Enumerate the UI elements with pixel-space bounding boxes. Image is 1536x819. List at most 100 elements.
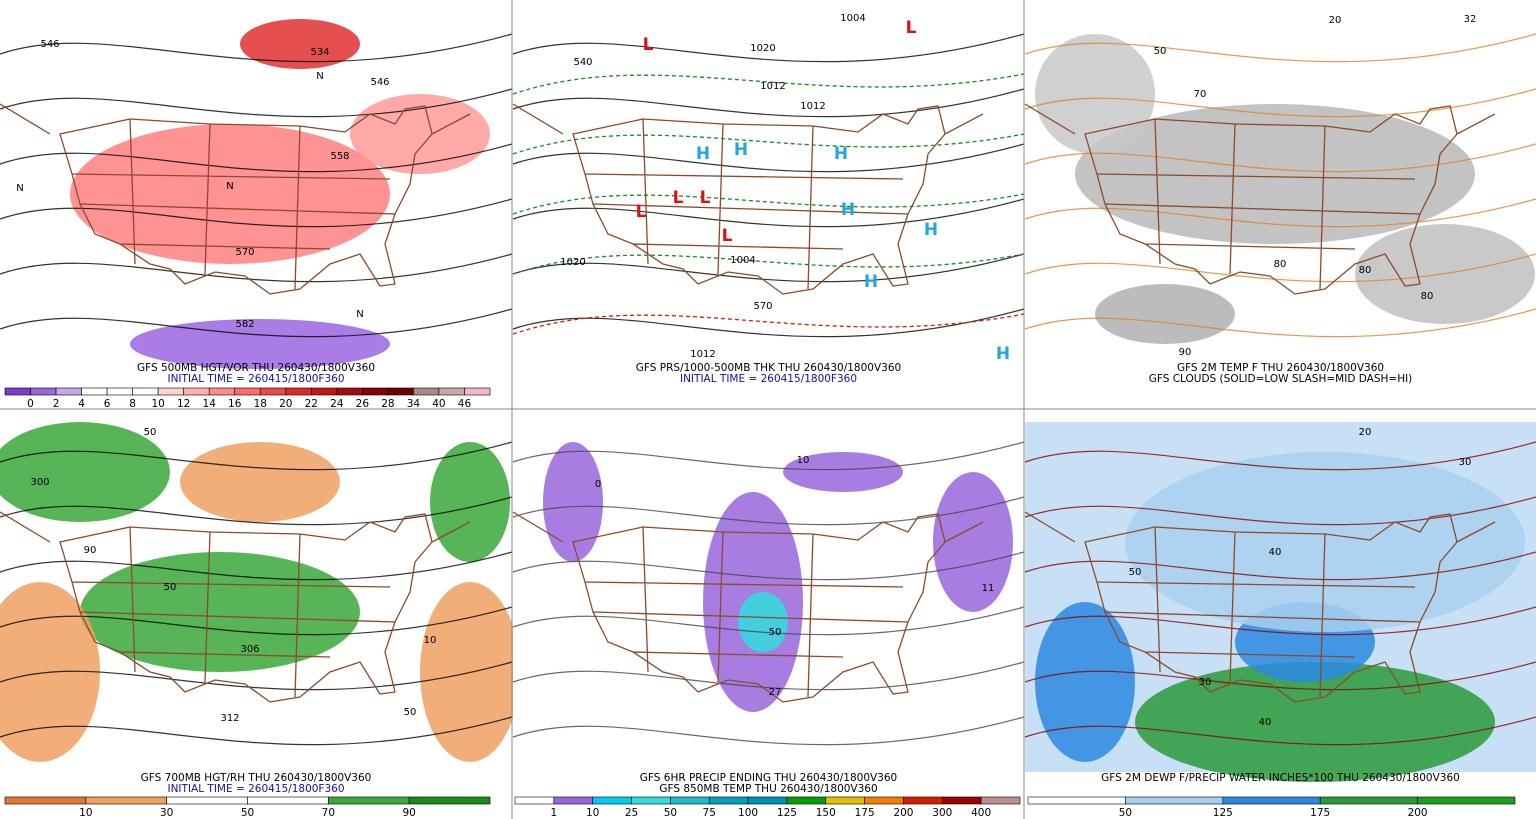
colorbar-label: 30 bbox=[160, 807, 173, 819]
shaded-area bbox=[1035, 34, 1155, 154]
colorbar-label: 175 bbox=[1310, 807, 1330, 819]
map-label: 80 bbox=[1359, 265, 1372, 276]
colorbar-box bbox=[157, 387, 184, 396]
map-background bbox=[513, 14, 1024, 362]
shaded-area bbox=[1135, 662, 1495, 782]
caption: GFS 2M TEMP F THU 260430/1800V360 bbox=[1177, 362, 1384, 374]
map-panel: 50 50 90 300 306 312 10 50 GFS 700MB HGT/RH THU … bbox=[0, 422, 520, 819]
map-label: L bbox=[906, 18, 917, 38]
map-label: 50 bbox=[404, 707, 417, 718]
map-label: 1012 bbox=[800, 101, 825, 112]
map-label: L bbox=[643, 35, 654, 55]
map-label: 20 bbox=[1359, 427, 1372, 438]
colorbar-box bbox=[1222, 796, 1321, 805]
map-label: 582 bbox=[235, 319, 254, 330]
colorbar-label: 34 bbox=[407, 398, 421, 410]
shaded-area bbox=[1095, 284, 1235, 344]
colorbar-box bbox=[464, 387, 491, 396]
colorbar-box bbox=[592, 796, 632, 805]
caption: INITIAL TIME = 260415/1800F360 bbox=[167, 373, 344, 385]
map-label: 534 bbox=[310, 47, 329, 58]
map-label: 50 bbox=[164, 582, 177, 593]
map-label: 1020 bbox=[560, 257, 585, 268]
colorbar-label: 100 bbox=[738, 807, 758, 819]
colorbar-label: 1 bbox=[551, 807, 558, 819]
contour-line bbox=[0, 496, 513, 526]
map-label: H bbox=[864, 272, 878, 292]
shaded-area bbox=[80, 552, 360, 672]
colorbar-box bbox=[747, 796, 788, 805]
shaded-area bbox=[240, 19, 360, 69]
map-label: N bbox=[316, 71, 323, 82]
contour-line bbox=[1024, 33, 1536, 63]
shaded-area bbox=[130, 319, 390, 369]
map-label: 90 bbox=[1179, 347, 1192, 358]
map-label: 40 bbox=[1269, 547, 1282, 558]
map-label: 306 bbox=[240, 644, 259, 655]
colorbar-box bbox=[438, 387, 465, 396]
colorbar-box bbox=[553, 796, 593, 805]
colorbar-box bbox=[81, 387, 108, 396]
map-label: L bbox=[700, 188, 711, 208]
colorbar-box bbox=[234, 387, 261, 396]
map-label: 300 bbox=[30, 477, 49, 488]
colorbar-box bbox=[285, 387, 312, 396]
map-label: N bbox=[356, 309, 363, 320]
caption: GFS PRS/1000-500MB THK THU 260430/1800V3… bbox=[636, 362, 901, 374]
thickness-line bbox=[512, 193, 1025, 215]
map-label: 1012 bbox=[690, 349, 715, 360]
colorbar-label: 75 bbox=[703, 807, 716, 819]
contour-line bbox=[1024, 308, 1536, 338]
colorbar-label: 200 bbox=[1408, 807, 1428, 819]
colorbar-box bbox=[1417, 796, 1516, 805]
colorbar-label: 10 bbox=[586, 807, 599, 819]
colorbar-label: 2 bbox=[53, 398, 60, 410]
contour-line bbox=[0, 441, 513, 471]
colorbar-box bbox=[259, 387, 287, 396]
colorbar-label: 16 bbox=[228, 398, 242, 410]
colorbar-box bbox=[183, 387, 210, 396]
contour-line bbox=[512, 716, 1025, 746]
shaded-area bbox=[1035, 602, 1135, 762]
colorbar-label: 46 bbox=[458, 398, 472, 410]
map-label: 70 bbox=[1194, 89, 1207, 100]
colorbar-box bbox=[413, 387, 440, 396]
colorbar-box bbox=[1125, 796, 1224, 805]
map-label: 20 bbox=[1329, 15, 1342, 26]
map-panel: 546 534 546 558 570 582 N N N N GFS 500MB HGT/VOR … bbox=[0, 14, 513, 410]
shaded-area bbox=[180, 442, 340, 522]
caption: INITIAL TIME = 260415/1800F360 bbox=[680, 373, 857, 385]
colorbar-box bbox=[903, 796, 943, 805]
map-label: 10 bbox=[797, 455, 810, 466]
map-label: 312 bbox=[220, 713, 239, 724]
contour-line bbox=[512, 88, 1025, 118]
colorbar-box bbox=[166, 796, 248, 805]
colorbar-label: 20 bbox=[279, 398, 292, 410]
contour-line bbox=[0, 716, 513, 746]
colorbar-label: 6 bbox=[104, 398, 111, 410]
colorbar-box bbox=[631, 796, 671, 805]
colorbar-label: 50 bbox=[1119, 807, 1132, 819]
contour-line bbox=[1024, 88, 1536, 118]
map-label: 1012 bbox=[760, 81, 785, 92]
map-label: 50 bbox=[769, 627, 782, 638]
thickness-line bbox=[512, 133, 1025, 155]
colorbar-box bbox=[4, 387, 31, 396]
map-label: 546 bbox=[40, 39, 59, 50]
caption: GFS CLOUDS (SOLID=LOW SLASH=MID DASH=HI) bbox=[1149, 373, 1413, 385]
colorbar-label: 22 bbox=[305, 398, 318, 410]
caption: INITIAL TIME = 260415/1800F360 bbox=[167, 783, 344, 795]
shaded-area bbox=[738, 592, 788, 652]
colorbar-label: 150 bbox=[816, 807, 836, 819]
caption: GFS 6HR PRECIP ENDING THU 260430/1800V36… bbox=[640, 772, 897, 784]
map-label: 546 bbox=[370, 77, 389, 88]
caption: GFS 500MB HGT/VOR THU 260430/1800V360 bbox=[137, 362, 375, 374]
map-label: N bbox=[16, 183, 23, 194]
shaded-area bbox=[430, 442, 510, 562]
colorbar-box bbox=[247, 796, 329, 805]
colorbar-label: 50 bbox=[664, 807, 677, 819]
colorbar-box bbox=[336, 387, 363, 396]
colorbar-label: 4 bbox=[78, 398, 85, 410]
map-label: 32 bbox=[1464, 14, 1477, 25]
map-label: 50 bbox=[1129, 567, 1142, 578]
